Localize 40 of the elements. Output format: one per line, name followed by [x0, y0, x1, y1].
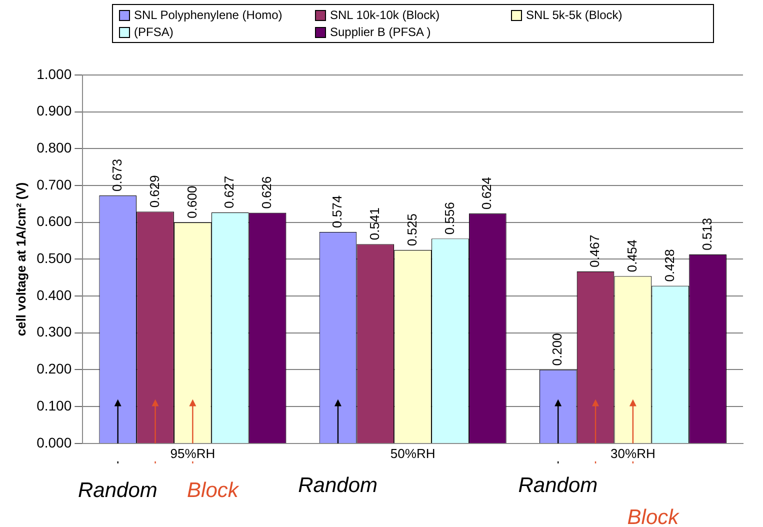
y-tick-label: 0.200 — [36, 360, 72, 377]
x-tick-label: 95%RH — [170, 446, 216, 461]
y-tick-label: 0.800 — [36, 140, 72, 156]
data-label: 0.673 — [109, 158, 124, 192]
data-label: 0.556 — [442, 202, 457, 235]
data-label: 0.624 — [479, 176, 494, 210]
y-tick-label: 1.000 — [36, 66, 72, 82]
text: Random — [298, 474, 378, 497]
data-label: 0.525 — [404, 213, 420, 246]
y-tick-label: 0.000 — [36, 434, 72, 450]
text: Block — [627, 506, 680, 527]
text: Random — [518, 474, 598, 497]
legend-label: SNL 10k-10k (Block) — [330, 8, 440, 22]
data-label: 0.600 — [184, 186, 200, 218]
text: Block — [187, 479, 240, 502]
legend-label: Supplier B (PFSA ) — [330, 25, 431, 39]
legend-label: SNL 5k-5k (Block) — [526, 8, 622, 22]
legend-label: (PFSA) — [134, 25, 174, 39]
data-label: 0.627 — [222, 176, 237, 208]
y-axis-title: cell voltage at 1A/cm² (V) — [13, 182, 28, 336]
y-tick-label: 0.500 — [36, 250, 72, 266]
y-tick-label: 0.100 — [36, 397, 72, 414]
legend-label: SNL Polyphenylene (Homo) — [134, 8, 282, 22]
data-label: 0.467 — [587, 234, 602, 268]
y-tick-label: 0.600 — [36, 213, 72, 230]
text: Random — [78, 479, 158, 502]
data-label: 0.541 — [366, 208, 382, 240]
x-tick-label: 50%RH — [390, 446, 436, 461]
data-label: 0.454 — [624, 240, 640, 272]
data-label: 0.428 — [662, 249, 677, 282]
y-tick-label: 0.900 — [36, 102, 72, 119]
data-label: 0.200 — [550, 333, 565, 366]
data-label: 0.513 — [699, 218, 714, 250]
y-tick-label: 0.700 — [36, 176, 72, 192]
data-label: 0.629 — [146, 175, 162, 208]
data-label: 0.574 — [330, 195, 345, 228]
data-label: 0.626 — [259, 176, 274, 209]
x-tick-label: 30%RH — [610, 446, 656, 461]
y-tick-label: 0.400 — [36, 286, 72, 303]
y-tick-label: 0.300 — [36, 324, 72, 340]
